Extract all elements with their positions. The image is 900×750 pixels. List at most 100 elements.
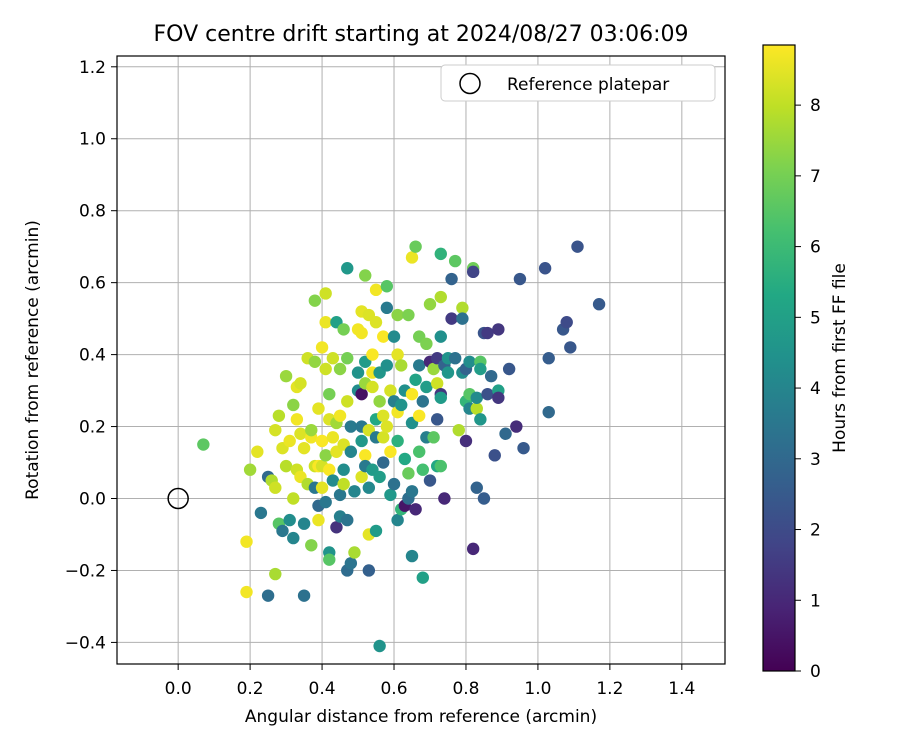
scatter-point [333,488,347,502]
scatter-point [420,380,433,394]
x-gridlines [177,56,683,664]
scatter-point [405,387,419,401]
scatter-point [405,485,419,498]
x-tick-label: 0.8 [452,679,479,699]
scatter-point [395,359,408,372]
colorbar-tick-label: 2 [810,521,821,541]
scatter-point [538,262,552,275]
scatter-point [261,589,275,602]
x-axis-ticks: 0.0 0.2 0.4 0.6 0.8 1.0 1.2 1.4 [165,664,695,699]
colorbar-label: Hours from first FF file [830,263,850,453]
scatter-point [319,495,332,509]
scatter-point [456,301,469,315]
scatter-point [488,449,501,462]
scatter-point [341,262,354,275]
legend-marker [459,72,481,95]
scatter-points [197,240,606,653]
scatter-point [366,380,379,394]
scatter-point [377,409,390,422]
scatter-point [373,639,386,653]
scatter-point [481,326,494,340]
scatter-point [492,323,505,336]
scatter-point [279,369,293,383]
scatter-point [416,463,429,476]
scatter-point [513,272,527,286]
y-tick-label: 0.2 [79,418,106,438]
scatter-point [402,308,415,322]
scatter-point [272,409,286,422]
x-tick-label: 1.2 [596,679,623,699]
y-axis-label: Rotation from reference (arcmin) [23,220,43,500]
y-tick-label: 0.0 [79,490,106,510]
scatter-point [380,359,394,372]
scatter-point [398,452,412,466]
scatter-point [319,287,332,300]
x-tick-label: 0.2 [237,679,264,699]
colorbar-tick-label: 4 [810,379,821,399]
scatter-point [283,513,296,527]
scatter-point [312,402,325,415]
scatter-point [377,431,390,444]
scatter-point [359,449,372,462]
scatter-point [463,355,476,368]
scatter-point [484,369,498,383]
scatter-point [333,362,347,376]
scatter-point [323,463,336,476]
scatter-point [348,485,361,498]
scatter-point [466,265,480,279]
scatter-point [308,294,322,307]
scatter-point [413,409,426,422]
scatter-point [420,337,433,351]
y-tick-label: 0.8 [79,202,106,222]
scatter-point [377,456,390,469]
colorbar-frame [762,44,796,672]
scatter-point [592,298,606,311]
scatter-point [470,481,483,494]
scatter-point [369,283,383,297]
scatter-point [359,269,372,282]
scatter-point [294,427,307,440]
scatter-point [279,459,293,473]
colorbar-tick-label: 3 [810,450,821,470]
x-tick-label: 1.4 [668,679,695,699]
scatter-point [448,352,462,365]
scatter-point [434,330,447,343]
scatter-point [409,240,422,253]
scatter-point [315,434,329,448]
scatter-point [384,384,397,397]
scatter-point [323,387,336,401]
colorbar-tick-label: 7 [810,167,821,187]
scatter-point [384,488,397,502]
scatter-point [391,308,404,322]
scatter-point [351,366,365,379]
scatter-point [413,445,426,458]
colorbar-tick-label: 5 [810,308,821,328]
scatter-point [297,589,311,602]
scatter-point [409,503,422,516]
scatter-point [430,413,444,426]
scatter-point [337,477,350,491]
scatter-point [391,513,404,527]
scatter-point [564,341,577,354]
scatter-point [305,423,318,437]
colorbar-tick-label: 1 [810,591,821,611]
scatter-point [571,240,584,253]
scatter-point [305,539,318,552]
scatter-point [517,441,530,455]
scatter-point [337,323,350,336]
scatter-point [470,391,483,404]
legend: Reference platepar [440,64,716,102]
scatter-point [387,330,401,343]
scatter-point [333,409,347,422]
scatter-point [312,513,325,527]
scatter-point [287,492,300,505]
colorbar-ticks: 0 1 2 3 4 5 6 7 8 [795,96,821,682]
scatter-point [560,316,573,329]
y-tick-label: 1.2 [79,58,106,78]
scatter-point [448,254,462,268]
scatter-point [416,395,429,408]
y-tick-label: 0.6 [79,274,106,294]
scatter-point [315,481,329,494]
colorbar-tick-label: 8 [810,96,821,116]
scatter-point [344,420,358,433]
